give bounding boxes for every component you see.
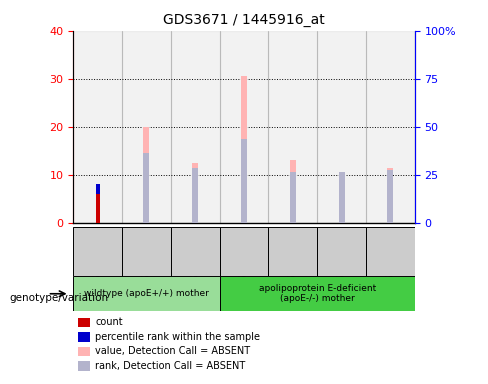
- Bar: [339, 172, 345, 223]
- Bar: [96, 184, 100, 194]
- Text: apolipoprotein E-deficient
(apoE-/-) mother: apolipoprotein E-deficient (apoE-/-) mot…: [259, 284, 376, 303]
- Bar: [96, 194, 100, 223]
- FancyBboxPatch shape: [73, 276, 220, 311]
- FancyBboxPatch shape: [122, 227, 171, 276]
- Bar: [339, 182, 345, 223]
- Bar: [143, 153, 149, 223]
- Text: percentile rank within the sample: percentile rank within the sample: [95, 332, 260, 342]
- Bar: [290, 172, 296, 223]
- Bar: [290, 161, 296, 223]
- Text: count: count: [95, 317, 123, 327]
- Bar: [366, 31, 415, 223]
- FancyBboxPatch shape: [268, 227, 317, 276]
- Title: GDS3671 / 1445916_at: GDS3671 / 1445916_at: [163, 13, 325, 27]
- FancyBboxPatch shape: [366, 227, 415, 276]
- FancyBboxPatch shape: [171, 227, 220, 276]
- Bar: [122, 31, 171, 223]
- Bar: [241, 139, 247, 223]
- Bar: [73, 31, 122, 223]
- Text: rank, Detection Call = ABSENT: rank, Detection Call = ABSENT: [95, 361, 245, 371]
- Bar: [241, 76, 247, 223]
- Bar: [171, 31, 220, 223]
- Bar: [192, 163, 198, 223]
- Bar: [387, 167, 393, 223]
- Bar: [387, 170, 393, 223]
- Text: genotype/variation: genotype/variation: [10, 293, 109, 303]
- Bar: [143, 127, 149, 223]
- Text: wildtype (apoE+/+) mother: wildtype (apoE+/+) mother: [84, 289, 209, 298]
- Bar: [192, 167, 198, 223]
- Text: value, Detection Call = ABSENT: value, Detection Call = ABSENT: [95, 346, 250, 356]
- Bar: [220, 31, 268, 223]
- FancyBboxPatch shape: [317, 227, 366, 276]
- Bar: [317, 31, 366, 223]
- Bar: [268, 31, 317, 223]
- FancyBboxPatch shape: [220, 276, 415, 311]
- FancyBboxPatch shape: [73, 227, 122, 276]
- FancyBboxPatch shape: [220, 227, 268, 276]
